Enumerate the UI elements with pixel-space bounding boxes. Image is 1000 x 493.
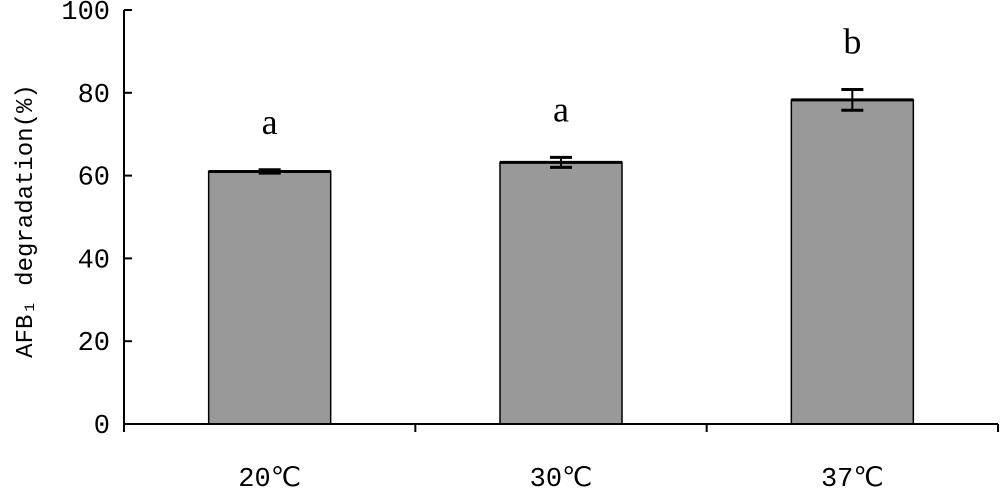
axes [123, 10, 998, 425]
bar [207, 170, 332, 425]
significance-labels: a a b [262, 21, 862, 141]
significance-label: b [843, 21, 861, 61]
y-tick-label: 60 [78, 164, 110, 194]
y-tick-label: 40 [78, 246, 110, 276]
significance-label: a [262, 102, 278, 142]
bar [499, 161, 623, 425]
x-axis-ticks: 20℃ 30℃ 37℃ [123, 424, 999, 493]
y-axis-ticks: 0 20 40 60 80 100 [61, 0, 132, 442]
bar [790, 99, 915, 425]
bars [207, 98, 915, 425]
x-tick-label: 20℃ [238, 465, 301, 493]
x-tick-label: 30℃ [530, 465, 593, 493]
y-axis-label: AFB₁ degradation(%) [13, 84, 40, 358]
y-tick-label: 0 [94, 412, 110, 442]
y-tick-label: 80 [78, 81, 110, 111]
x-tick-label: 37℃ [821, 465, 884, 493]
y-tick-label: 100 [61, 0, 110, 28]
y-tick-label: 20 [78, 329, 110, 359]
error-bars [258, 87, 864, 175]
significance-label: a [553, 89, 569, 129]
